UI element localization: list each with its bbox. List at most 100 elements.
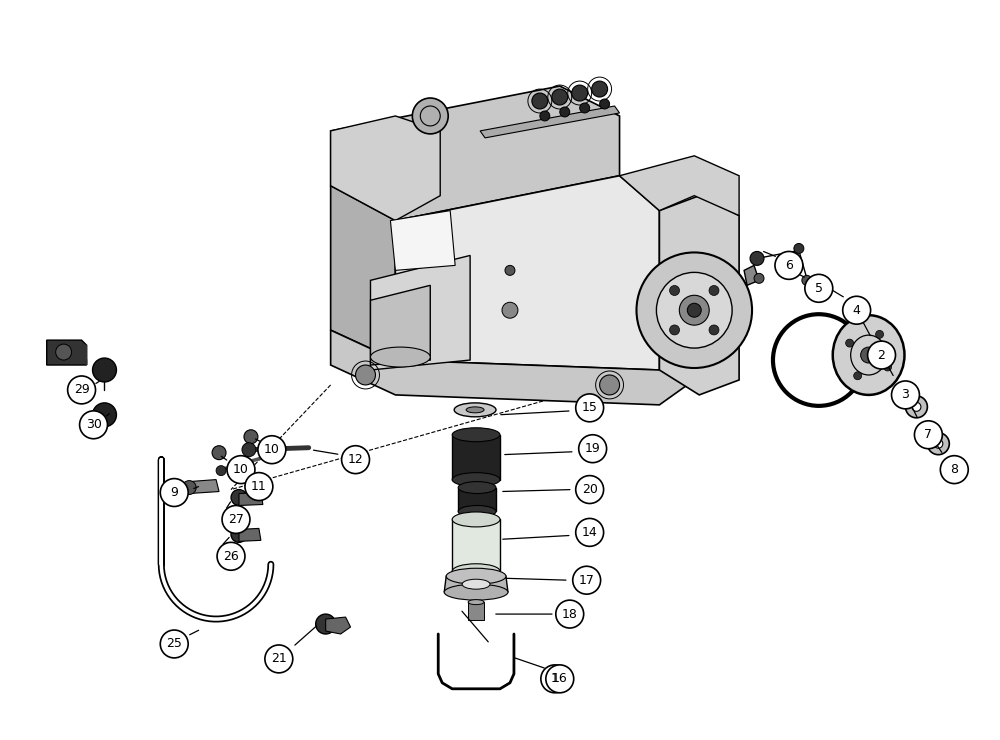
Ellipse shape	[458, 482, 496, 494]
Circle shape	[600, 375, 620, 395]
Polygon shape	[239, 493, 263, 505]
Ellipse shape	[452, 428, 500, 442]
Circle shape	[868, 341, 896, 369]
Ellipse shape	[468, 599, 484, 605]
Text: 12: 12	[348, 453, 363, 466]
Circle shape	[794, 243, 804, 253]
Circle shape	[854, 371, 862, 380]
Text: 17: 17	[579, 574, 595, 587]
Circle shape	[775, 252, 803, 279]
Circle shape	[750, 252, 764, 266]
Polygon shape	[390, 211, 455, 270]
Circle shape	[600, 99, 610, 109]
Ellipse shape	[452, 512, 500, 527]
Text: 7: 7	[924, 428, 932, 441]
Circle shape	[182, 480, 196, 494]
Text: 9: 9	[170, 486, 178, 499]
Circle shape	[258, 436, 286, 464]
Circle shape	[227, 456, 255, 483]
Circle shape	[592, 81, 608, 97]
Circle shape	[502, 302, 518, 318]
Circle shape	[160, 479, 188, 506]
Text: 5: 5	[815, 282, 823, 295]
Circle shape	[754, 273, 764, 283]
Circle shape	[245, 473, 273, 500]
Circle shape	[940, 456, 968, 483]
Circle shape	[93, 358, 116, 382]
Circle shape	[560, 107, 570, 117]
Circle shape	[805, 275, 833, 302]
Circle shape	[505, 266, 515, 275]
Circle shape	[80, 411, 107, 439]
Circle shape	[56, 344, 72, 360]
Circle shape	[884, 363, 892, 371]
Polygon shape	[659, 195, 739, 395]
Circle shape	[356, 365, 375, 385]
Circle shape	[265, 645, 293, 673]
Circle shape	[231, 490, 247, 505]
Circle shape	[532, 93, 548, 109]
Text: 2: 2	[878, 349, 885, 362]
Polygon shape	[744, 266, 759, 286]
Text: 19: 19	[585, 443, 601, 455]
Circle shape	[316, 614, 336, 634]
Polygon shape	[326, 617, 351, 634]
Polygon shape	[452, 519, 500, 571]
Ellipse shape	[446, 568, 506, 584]
Ellipse shape	[370, 347, 430, 367]
Circle shape	[217, 542, 245, 571]
Circle shape	[342, 445, 369, 474]
Circle shape	[670, 325, 680, 335]
Polygon shape	[72, 345, 87, 365]
Circle shape	[412, 98, 448, 134]
Polygon shape	[331, 86, 620, 221]
Ellipse shape	[458, 505, 496, 517]
Circle shape	[914, 421, 942, 448]
Circle shape	[244, 430, 258, 444]
Ellipse shape	[452, 564, 500, 579]
Circle shape	[846, 339, 854, 347]
Circle shape	[572, 85, 588, 101]
Circle shape	[687, 303, 701, 317]
Text: 10: 10	[264, 443, 280, 456]
Text: 10: 10	[233, 463, 249, 476]
Circle shape	[556, 600, 584, 628]
Polygon shape	[47, 340, 87, 365]
Circle shape	[802, 275, 812, 286]
Circle shape	[861, 347, 877, 363]
Text: 15: 15	[582, 401, 598, 414]
Polygon shape	[444, 576, 508, 592]
Polygon shape	[620, 156, 739, 215]
Text: 11: 11	[251, 480, 267, 493]
Text: 16: 16	[552, 673, 568, 685]
Circle shape	[709, 286, 719, 295]
Ellipse shape	[934, 440, 943, 448]
Circle shape	[579, 435, 607, 462]
Text: 25: 25	[166, 637, 182, 650]
Circle shape	[242, 443, 256, 457]
Ellipse shape	[452, 473, 500, 487]
Circle shape	[216, 465, 226, 476]
Circle shape	[843, 296, 871, 324]
Circle shape	[876, 330, 884, 338]
Circle shape	[576, 394, 604, 422]
Polygon shape	[395, 175, 659, 370]
Text: 27: 27	[228, 513, 244, 526]
Circle shape	[93, 403, 116, 427]
Polygon shape	[239, 528, 261, 542]
Circle shape	[573, 566, 601, 594]
Circle shape	[540, 111, 550, 121]
Ellipse shape	[927, 433, 949, 454]
Circle shape	[679, 295, 709, 325]
Polygon shape	[331, 116, 440, 221]
Text: 30: 30	[86, 418, 101, 431]
Circle shape	[709, 325, 719, 335]
Circle shape	[656, 272, 732, 348]
Ellipse shape	[905, 396, 927, 418]
Ellipse shape	[833, 315, 904, 395]
Circle shape	[546, 665, 574, 693]
Text: 29: 29	[74, 383, 89, 397]
Text: 18: 18	[562, 608, 578, 621]
Ellipse shape	[444, 584, 508, 600]
Text: 4: 4	[853, 303, 861, 317]
